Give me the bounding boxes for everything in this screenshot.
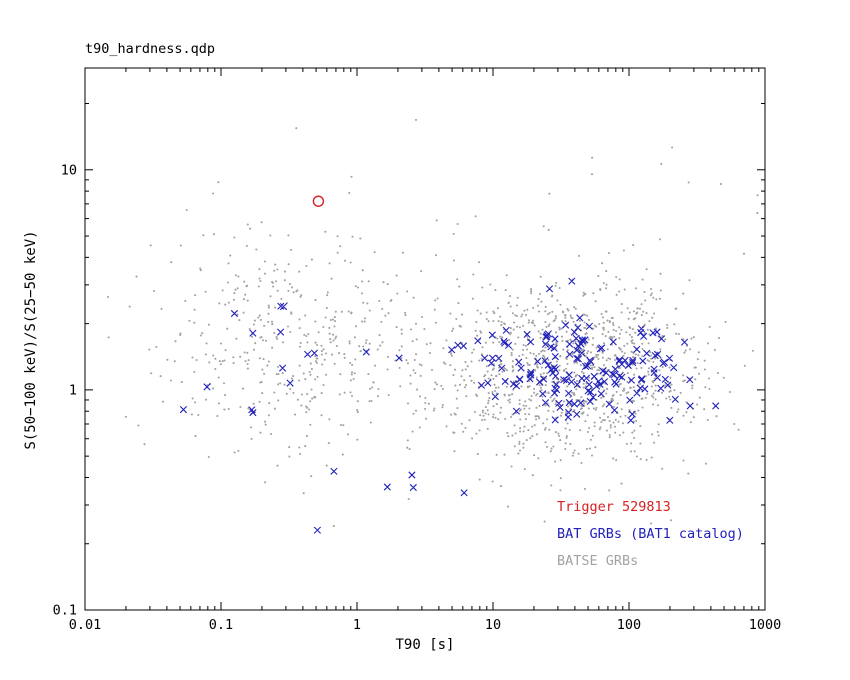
trigger-point <box>312 195 325 207</box>
plot-frame <box>84 67 766 611</box>
svg-text:0.1: 0.1 <box>53 603 77 619</box>
plot-legend: Trigger 529813 BAT GRBs (BAT1 catalog) B… <box>557 494 744 575</box>
x-tick-labels: 0.01 0.1 1 10 100 1000 <box>69 617 782 633</box>
svg-text:1: 1 <box>353 617 361 633</box>
legend-item-trigger: Trigger 529813 <box>557 499 671 515</box>
plot-title: t90_hardness.qdp <box>85 41 216 57</box>
svg-text:0.1: 0.1 <box>209 617 233 633</box>
y-axis-title: S(50−100 keV)/S(25−50 keV) <box>23 230 39 450</box>
svg-text:0.01: 0.01 <box>69 617 102 633</box>
bat-points <box>179 277 720 534</box>
svg-text:1: 1 <box>69 382 77 398</box>
axis-ticks <box>84 68 766 611</box>
batse-points <box>107 118 759 528</box>
y-tick-labels: 0.1 1 10 <box>53 162 77 618</box>
legend-item-batse-grbs: BATSE GRBs <box>557 553 639 569</box>
legend-item-bat-grbs: BAT GRBs (BAT1 catalog) <box>557 526 744 542</box>
x-axis-title: T90 [s] <box>395 637 455 653</box>
svg-text:100: 100 <box>617 617 641 633</box>
svg-text:10: 10 <box>61 162 77 178</box>
svg-text:10: 10 <box>485 617 501 633</box>
svg-text:1000: 1000 <box>749 617 782 633</box>
